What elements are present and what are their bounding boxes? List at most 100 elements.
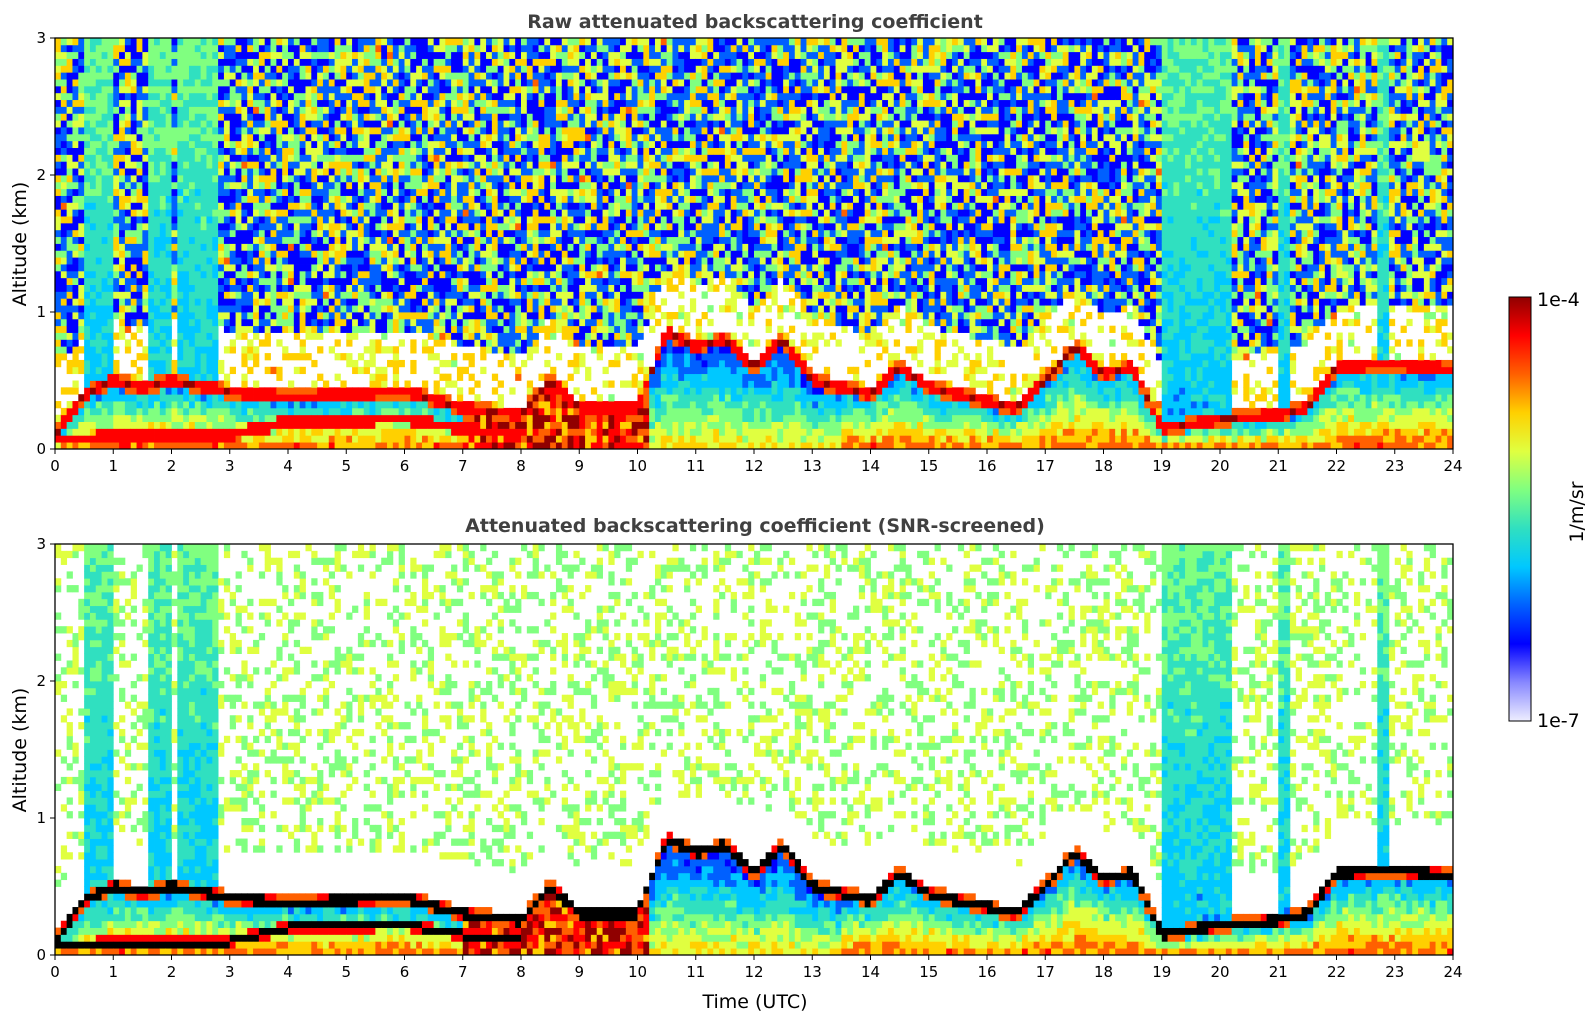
heatmap-cell	[148, 284, 155, 292]
heatmap-cell	[188, 127, 196, 135]
heatmap-cell	[346, 188, 353, 196]
heatmap-cell	[555, 291, 563, 299]
heatmap-cell	[439, 202, 446, 210]
heatmap-cell	[445, 92, 452, 101]
heatmap-cell	[136, 291, 143, 299]
heatmap-cell	[223, 435, 231, 443]
heatmap-cell	[375, 270, 382, 279]
heatmap-cell	[282, 421, 289, 429]
heatmap-cell	[206, 373, 213, 381]
heatmap-cell	[555, 305, 563, 313]
heatmap-cell	[363, 401, 370, 409]
heatmap-cell	[130, 58, 137, 66]
heatmap-cell	[311, 277, 318, 285]
heatmap-cell	[497, 147, 504, 155]
heatmap-cell	[369, 209, 376, 217]
heatmap-cell	[317, 120, 324, 128]
heatmap-cell	[451, 188, 458, 196]
heatmap-cell	[212, 38, 219, 46]
heatmap-cell	[124, 92, 132, 101]
heatmap-cell	[328, 209, 336, 217]
heatmap-cell	[200, 168, 207, 176]
heatmap-cell	[183, 277, 190, 285]
heatmap-cell	[107, 209, 114, 217]
heatmap-cell	[532, 222, 539, 231]
heatmap-cell	[136, 435, 143, 443]
heatmap-cell	[387, 298, 394, 306]
heatmap-cell	[375, 168, 382, 176]
heatmap-cell	[177, 120, 184, 128]
heatmap-cell	[200, 147, 207, 155]
heatmap-cell	[95, 58, 103, 66]
heatmap-cell	[124, 435, 132, 443]
heatmap-cell	[445, 236, 452, 244]
heatmap-cell	[363, 147, 370, 155]
heatmap-cell	[276, 181, 283, 190]
heatmap-cell	[369, 414, 376, 422]
heatmap-cell	[555, 414, 563, 422]
heatmap-cell	[480, 106, 487, 114]
heatmap-cell	[509, 127, 516, 135]
heatmap-cell	[532, 147, 539, 155]
heatmap-cell	[357, 414, 365, 422]
heatmap-cell	[427, 216, 435, 224]
heatmap-cell	[253, 435, 260, 443]
heatmap-cell	[538, 401, 545, 409]
heatmap-cell	[247, 428, 254, 436]
heatmap-cell	[416, 291, 423, 299]
heatmap-cell	[212, 394, 219, 402]
heatmap-cell	[433, 414, 440, 422]
heatmap-cell	[247, 401, 254, 409]
heatmap-cell	[84, 332, 91, 340]
heatmap-cell	[218, 216, 225, 224]
heatmap-cell	[89, 421, 97, 429]
heatmap-cell	[188, 44, 196, 53]
heatmap-cell	[276, 318, 283, 327]
heatmap-cell	[421, 264, 429, 272]
heatmap-cell	[421, 380, 429, 388]
heatmap-cell	[241, 284, 248, 292]
heatmap-cell	[288, 284, 295, 292]
heatmap-cell	[229, 387, 236, 395]
heatmap-cell	[200, 346, 207, 354]
heatmap-cell	[148, 325, 155, 333]
heatmap-cell	[78, 113, 85, 121]
heatmap-cell	[375, 195, 382, 203]
heatmap-cell	[456, 277, 464, 285]
heatmap-cell	[480, 305, 487, 313]
heatmap-cell	[183, 147, 190, 155]
heatmap-cell	[247, 325, 254, 333]
heatmap-cell	[154, 435, 161, 443]
heatmap-cell	[439, 257, 446, 265]
heatmap-cell	[55, 92, 62, 101]
heatmap-cell	[474, 298, 481, 306]
heatmap-cell	[66, 140, 73, 148]
heatmap-cell	[311, 325, 318, 333]
heatmap-cell	[136, 305, 143, 313]
heatmap-cell	[555, 312, 563, 320]
heatmap-cell	[194, 133, 202, 142]
heatmap-cell	[148, 154, 155, 162]
heatmap-cell	[521, 99, 528, 107]
heatmap-cell	[561, 229, 569, 238]
heatmap-cell	[293, 284, 301, 292]
heatmap-cell	[567, 394, 574, 402]
heatmap-cell	[544, 65, 551, 73]
heatmap-cell	[509, 359, 516, 368]
heatmap-cell	[491, 277, 499, 285]
heatmap-cell	[497, 229, 504, 238]
heatmap-cell	[352, 65, 359, 73]
heatmap-cell	[392, 353, 400, 361]
heatmap-cell	[451, 58, 458, 66]
heatmap-cell	[229, 161, 236, 169]
heatmap-cell	[78, 257, 85, 265]
heatmap-cell	[416, 209, 423, 217]
heatmap-cell	[72, 229, 79, 238]
heatmap-cell	[55, 140, 62, 148]
heatmap-cell	[171, 79, 178, 87]
heatmap-cell	[183, 428, 190, 436]
heatmap-cell	[456, 394, 464, 402]
heatmap-cell	[241, 346, 248, 354]
heatmap-cell	[258, 325, 266, 333]
heatmap-cell	[299, 270, 306, 279]
